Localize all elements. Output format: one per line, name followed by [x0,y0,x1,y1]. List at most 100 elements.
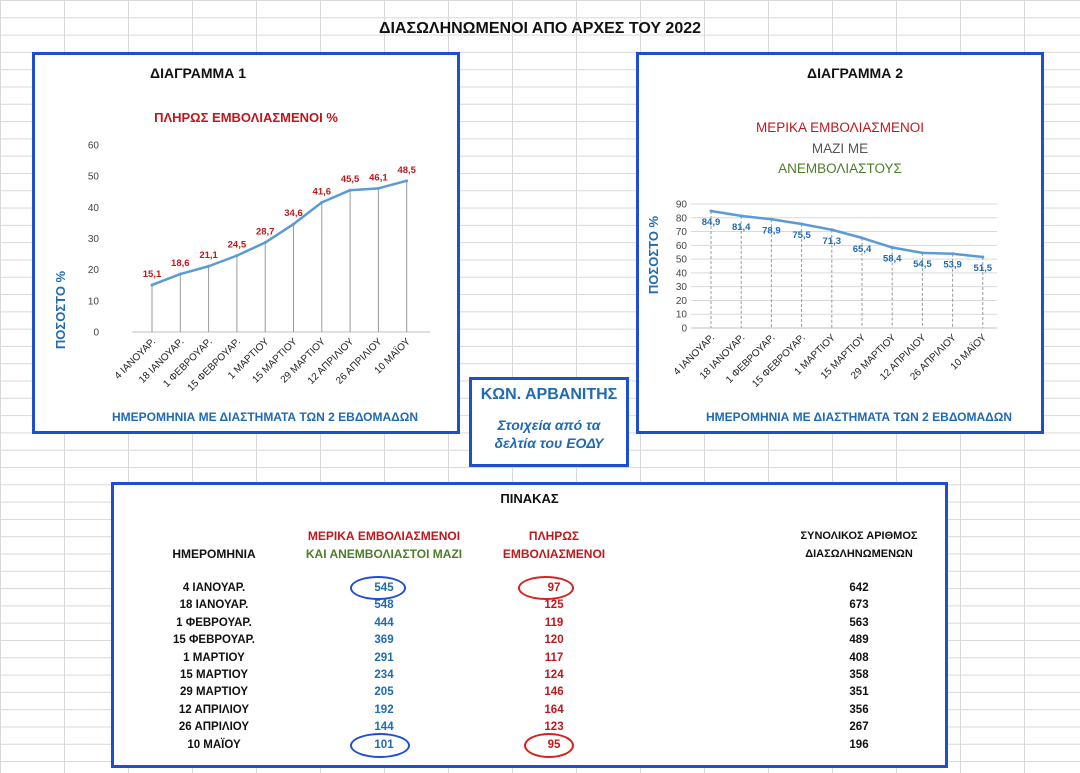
data-point [235,254,239,258]
data-label: 46,1 [369,172,388,183]
data-label: 34,6 [284,208,303,219]
data-label: 24,5 [228,240,247,251]
cell-full: 123 [544,721,564,734]
cell-partial: 205 [374,686,394,699]
data-point [920,251,924,255]
data-label: 41,6 [313,186,332,197]
cell-full: 119 [544,616,564,629]
data-point [263,241,267,245]
data-label: 81,4 [732,222,751,233]
cell-total: 642 [849,582,869,594]
y-tick-label: 0 [681,324,687,335]
data-point [830,228,834,232]
y-tick-label: 40 [676,268,688,279]
y-axis-label: ΠΟΣΟΣΤΟ % [53,270,68,349]
data-label: 18,6 [171,258,190,269]
line-chart-2: 0 10 20 30 40 50 60 70 80 90 84,9 81,4 78,9 75,5 71,3 6… [646,200,1012,425]
cell-full: 117 [544,651,564,664]
source-line-1: Στοιχεία από τα [497,417,601,433]
cell-date: 10 ΜΑΪΟΥ [187,738,241,751]
data-label: 51,5 [974,263,993,274]
chart-panel-label: ΔΙΑΓΡΑΜΜΑ 2 [807,65,903,81]
data-label: 53,9 [943,260,962,271]
y-tick-label: 20 [88,265,100,276]
cell-date: 29 ΜΑΡΤΙΟΥ [179,686,249,699]
x-tick-label: 15 ΦΕΒΡΟΥΑΡ. [750,332,807,389]
series-line [710,209,983,259]
data-label: 48,5 [397,165,416,176]
line-chart-1: 0 10 20 30 40 50 60 15,1 18,6 21,1 24,5 28,7 34,6 41,… [53,141,430,424]
y-tick-label: 60 [676,241,688,252]
x-axis-label: ΗΜΕΡΟΜΗΝΙΑ ΜΕ ΔΙΑΣΤΗΜΑΤΑ ΤΩΝ 2 ΕΒΔΟΜΑΔΩΝ [112,410,418,424]
cell-total: 356 [849,703,869,716]
author-name: ΚΩΝ. ΑΡΒΑΝΙΤΗΣ [480,386,618,403]
data-point [951,252,955,256]
cell-date: 15 ΜΑΡΤΙΟΥ [179,669,249,681]
header-partial-line-1: ΜΕΡΙΚΑ ΕΜΒΟΛΙΑΣΜΕΝΟΙ [307,529,461,543]
y-tick-label: 30 [88,234,100,245]
cell-full: 97 [547,582,561,594]
data-table: ΠΙΝΑΚΑΣ ΗΜΕΡΟΜΗΝΙΑ ΜΕΡΙΚΑ ΕΜΒΟΛΙΑΣΜΕΝΟΙ … [111,482,948,768]
y-tick-label: 30 [676,282,688,293]
y-tick-label: 10 [676,310,688,321]
cell-date: 4 ΙΑΝΟΥΑΡ. [182,582,246,594]
cell-total: 489 [849,634,869,647]
author-box: ΚΩΝ. ΑΡΒΑΝΙΤΗΣ Στοιχεία από τα δελτία το… [469,377,629,467]
cell-partial: 444 [374,616,394,629]
y-tick-label: 40 [88,203,100,214]
y-axis-label: ΠΟΣΟΣΤΟ % [646,215,661,294]
data-label: 28,7 [256,227,275,238]
data-point [150,283,154,287]
data-label: 84,9 [702,217,721,228]
cell-partial: 101 [374,738,394,751]
header-partial-line-2: ΚΑΙ ΑΝΕΜΒΟΛΙΑΣΤΟΙ ΜΑΖΙ [305,547,463,561]
header-total-line-2: ΔΙΑΣΩΛΗΝΩΜΕΝΩΝ [805,548,913,560]
cell-partial: 545 [374,582,394,594]
data-point [890,246,894,250]
cell-full: 125 [544,599,564,612]
cell-full: 146 [544,686,564,699]
data-label: 75,5 [792,230,811,241]
chart-title: ΠΛΗΡΩΣ ΕΜΒΟΛΙΑΣΜΕΝΟΙ % [154,110,338,125]
cell-total: 358 [849,669,869,681]
data-label: 65,4 [853,244,872,255]
header-full-line-2: ΕΜΒΟΛΙΑΣΜΕΝΟΙ [502,547,606,561]
table-title: ΠΙΝΑΚΑΣ [500,491,559,506]
chart-title-line-1: ΜΕΡΙΚΑ ΕΜΒΟΛΙΑΣΜΕΝΟΙ [756,120,924,135]
cell-partial: 192 [374,703,394,716]
data-point [292,222,295,226]
cell-full: 95 [547,738,561,751]
y-tick-label: 0 [93,328,99,339]
cell-total: 196 [849,738,869,751]
y-tick-label: 10 [88,296,100,307]
chart-title-line-3: ΑΝΕΜΒΟΛΙΑΣΤΟΥΣ [778,161,902,176]
data-point [405,179,409,183]
header-date: ΗΜΕΡΟΜΗΝΙΑ [172,547,256,561]
data-point [981,255,985,259]
y-tick-label: 50 [88,172,100,183]
page-title: ΔΙΑΣΩΛΗΝΩΜΕΝΟΙ ΑΠΟ ΑΡΧΕΣ ΤΟΥ 2022 [378,20,702,37]
data-label: 71,3 [823,236,842,247]
y-tick-label: 90 [676,200,688,211]
data-label: 45,5 [341,174,360,185]
cell-total: 408 [849,651,869,664]
series-line [151,179,408,287]
cell-partial: 144 [374,721,394,734]
data-point [739,214,743,218]
data-point [800,222,804,226]
chart-title-line-2: ΜΑΖΙ ΜΕ [811,141,869,156]
data-label: 21,1 [199,250,218,261]
cell-total: 267 [849,721,869,734]
source-line-2: δελτία του ΕΟΔΥ [494,435,604,451]
y-tick-label: 60 [88,141,100,152]
x-axis-label: ΗΜΕΡΟΜΗΝΙΑ ΜΕ ΔΙΑΣΤΗΜΑΤΑ ΤΩΝ 2 ΕΒΔΟΜΑΔΩΝ [706,410,1012,424]
chart-panel-2: ΔΙΑΓΡΑΜΜΑ 2 ΜΕΡΙΚΑ ΕΜΒΟΛΙΑΣΜΕΝΟΙ ΜΑΖΙ ΜΕ… [636,52,1044,434]
y-tick-label: 80 [676,213,688,224]
data-point [207,264,211,268]
data-point [178,272,182,276]
cell-full: 164 [544,703,564,716]
chart-panel-1: ΔΙΑΓΡΑΜΜΑ 1 ΠΛΗΡΩΣ ΕΜΒΟΛΙΑΣΜΕΝΟΙ % 0 10 20… [32,52,460,434]
cell-partial: 234 [374,669,394,681]
cell-partial: 369 [374,634,394,647]
cell-partial: 291 [374,651,394,664]
